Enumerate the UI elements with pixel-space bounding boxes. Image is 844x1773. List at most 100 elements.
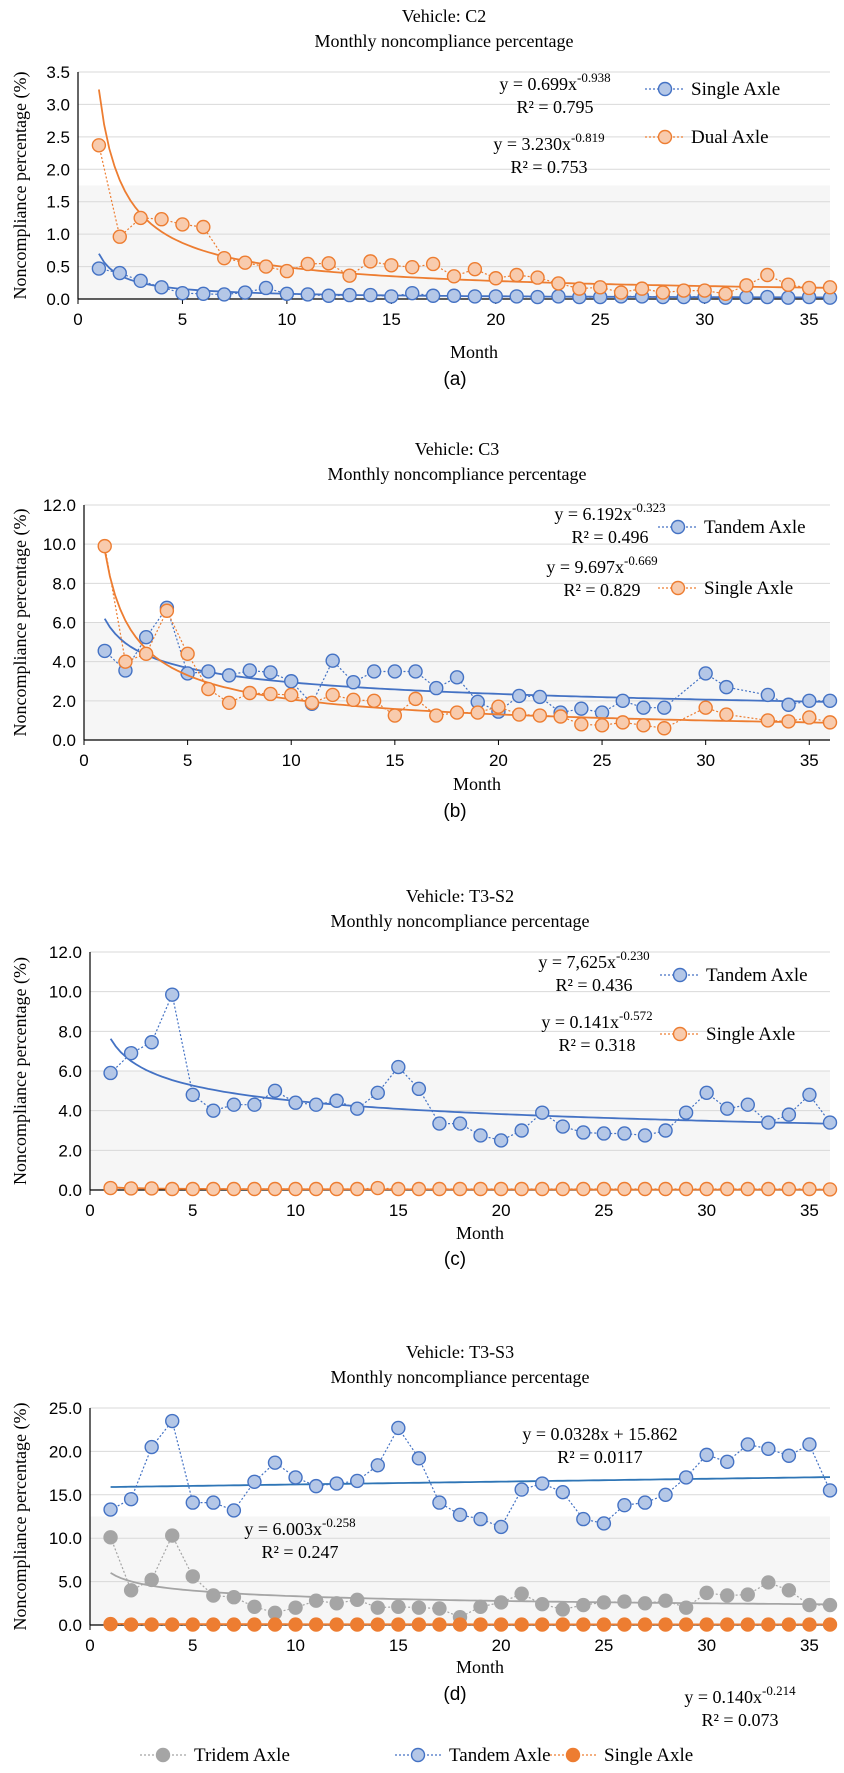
data-point bbox=[154, 280, 169, 295]
data-point bbox=[637, 1617, 653, 1632]
y-tick-label: 6.0 bbox=[58, 1062, 82, 1081]
series-connector bbox=[104, 545, 831, 729]
x-axis-label: Month bbox=[453, 774, 501, 794]
x-tick-label: 35 bbox=[800, 1201, 819, 1220]
data-point bbox=[802, 1597, 817, 1613]
data-point bbox=[325, 653, 340, 668]
data-point bbox=[596, 1126, 612, 1141]
data-point bbox=[576, 1125, 591, 1140]
x-tick-label: 5 bbox=[188, 1201, 197, 1220]
data-point bbox=[452, 1181, 468, 1197]
data-point bbox=[144, 1181, 159, 1196]
r-squared: R² = 0.829 bbox=[563, 580, 640, 600]
data-point bbox=[761, 1181, 776, 1197]
data-point bbox=[425, 256, 441, 272]
x-tick-label: 5 bbox=[178, 310, 187, 329]
data-point bbox=[637, 1181, 653, 1197]
data-point bbox=[391, 1617, 406, 1632]
legend-marker bbox=[670, 580, 686, 596]
data-point bbox=[452, 1116, 468, 1131]
x-axis-label: Month bbox=[456, 1223, 504, 1243]
r-squared: R² = 0.073 bbox=[701, 1710, 778, 1730]
r-squared: R² = 0.753 bbox=[510, 157, 587, 177]
data-point bbox=[555, 1181, 570, 1197]
data-point bbox=[822, 1597, 838, 1613]
legend-marker bbox=[672, 1026, 688, 1042]
data-point bbox=[532, 689, 548, 705]
y-tick-label: 2.5 bbox=[46, 128, 70, 147]
panel-label: (c) bbox=[444, 1249, 466, 1270]
data-point bbox=[637, 1495, 653, 1510]
x-tick-label: 0 bbox=[85, 1201, 94, 1220]
data-point bbox=[514, 1617, 529, 1632]
data-point bbox=[138, 646, 154, 662]
x-tick-label: 5 bbox=[188, 1636, 197, 1655]
data-point bbox=[699, 1585, 714, 1601]
y-tick-label: 2.0 bbox=[58, 1141, 82, 1160]
data-point bbox=[201, 681, 216, 697]
data-point bbox=[267, 1181, 283, 1197]
data-point bbox=[740, 1617, 755, 1632]
data-point bbox=[678, 1617, 694, 1632]
x-tick-label: 35 bbox=[800, 751, 819, 770]
x-tick-label: 5 bbox=[183, 751, 192, 770]
data-point bbox=[555, 1119, 570, 1134]
data-point bbox=[308, 1097, 324, 1112]
data-point bbox=[133, 273, 148, 289]
data-point bbox=[300, 287, 315, 302]
data-point bbox=[719, 707, 734, 722]
data-point bbox=[781, 714, 796, 729]
data-point bbox=[509, 289, 524, 304]
data-point bbox=[165, 1413, 180, 1429]
data-point bbox=[242, 685, 257, 701]
data-point bbox=[370, 1600, 385, 1615]
trend-equation: y = 0.141x-0.572 bbox=[541, 1008, 652, 1032]
data-point bbox=[206, 1588, 221, 1603]
data-point bbox=[822, 1617, 838, 1632]
data-point bbox=[760, 267, 775, 283]
data-point bbox=[350, 1181, 365, 1197]
data-point bbox=[237, 255, 253, 270]
data-point bbox=[103, 1530, 118, 1545]
data-point bbox=[300, 256, 315, 272]
legend-label: Tandem Axle bbox=[704, 517, 806, 538]
data-point bbox=[802, 1181, 817, 1197]
data-point bbox=[740, 1181, 755, 1197]
data-point bbox=[532, 708, 548, 723]
panel-label: (a) bbox=[443, 369, 466, 390]
data-point bbox=[467, 289, 483, 304]
data-point bbox=[535, 1181, 550, 1197]
plot-shading bbox=[90, 1516, 830, 1625]
data-point bbox=[596, 1595, 612, 1610]
series-tandem-axle bbox=[103, 1413, 838, 1535]
data-point bbox=[123, 1045, 139, 1061]
data-point bbox=[405, 260, 420, 275]
data-point bbox=[159, 603, 175, 618]
data-point bbox=[822, 693, 838, 709]
x-tick-label: 0 bbox=[79, 751, 88, 770]
data-point bbox=[551, 289, 566, 304]
x-tick-label: 30 bbox=[696, 751, 715, 770]
data-point bbox=[822, 1182, 838, 1197]
r-squared: R² = 0.247 bbox=[261, 1542, 338, 1562]
x-tick-label: 10 bbox=[286, 1201, 305, 1220]
data-point bbox=[118, 654, 133, 669]
trend-equation: y = 3.230x-0.819 bbox=[493, 130, 604, 154]
data-point bbox=[432, 1601, 447, 1616]
data-point bbox=[133, 210, 148, 226]
data-point bbox=[185, 1569, 200, 1584]
data-point bbox=[636, 700, 651, 715]
data-point bbox=[493, 1133, 509, 1148]
data-point bbox=[217, 287, 232, 302]
data-point bbox=[226, 1617, 242, 1632]
data-point bbox=[781, 277, 796, 292]
data-point bbox=[165, 1617, 180, 1632]
trend-equation: y = 0.0328x + 15.862 bbox=[522, 1424, 677, 1444]
data-point bbox=[97, 538, 112, 554]
y-tick-label: 8.0 bbox=[52, 574, 76, 593]
y-axis-label: Noncompliance percentage (%) bbox=[10, 957, 31, 1185]
data-point bbox=[452, 1617, 468, 1632]
y-tick-label: 20.0 bbox=[49, 1442, 82, 1461]
data-point bbox=[429, 708, 444, 723]
chart-title: Vehicle: C2 bbox=[402, 6, 486, 26]
